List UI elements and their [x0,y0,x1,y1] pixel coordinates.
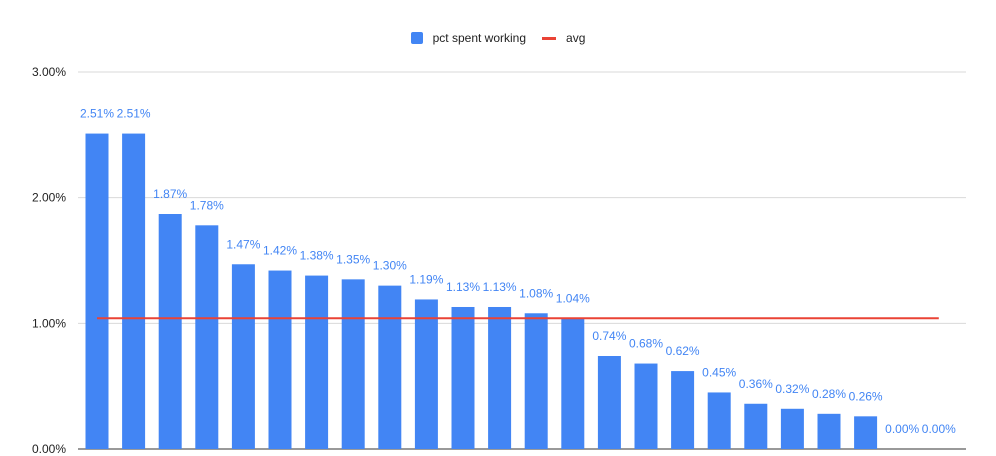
bar [488,306,512,449]
bar [305,275,329,449]
legend-item-avg[interactable]: avg [542,31,585,45]
bar [268,270,292,449]
bar [744,403,768,449]
bar-data-label: 1.38% [300,249,334,263]
bar-data-label: 1.47% [226,237,260,251]
y-tick-label: 0.00% [32,442,66,456]
bar-data-label: 2.51% [117,107,151,121]
bar-data-label: 1.30% [373,259,407,273]
bar [378,285,402,449]
bar [817,413,841,449]
legend-swatch-bars [410,32,423,44]
bar-data-label: 0.00% [922,422,956,436]
bar-data-label: 1.78% [190,198,224,212]
bar-data-label: 0.62% [666,344,700,358]
y-tick-label: 1.00% [32,316,66,330]
legend-swatch-avg [542,36,557,40]
bar-data-label: 0.74% [592,329,626,343]
bar-data-label: 0.45% [702,365,736,379]
bar-data-label: 0.00% [885,422,919,436]
bar [780,408,804,449]
bar-data-label: 1.04% [556,291,590,305]
bar-data-label: 1.19% [409,272,443,286]
y-tick-label: 2.00% [32,191,66,205]
bar-data-label: 0.28% [812,387,846,401]
bar [671,371,695,449]
bar-data-label: 0.68% [629,337,663,351]
bar [231,264,255,449]
bar [524,313,548,449]
bar-data-label: 1.08% [519,286,553,300]
bar-data-label: 1.13% [446,280,480,294]
bar-data-label: 0.26% [849,389,883,403]
bar-data-label: 2.51% [80,107,114,121]
legend-label-bars: pct spent working [432,31,527,45]
bar [341,279,365,449]
bar [707,392,731,449]
bar [158,214,182,449]
bar-data-label: 1.42% [263,244,297,258]
bar [561,318,585,449]
chart-legend: pct spent working avg [0,28,996,48]
bar [414,299,438,449]
legend-label-avg: avg [566,31,586,45]
bar-data-label: 1.13% [483,280,517,294]
bar [451,306,475,449]
bar [597,356,621,449]
bar [634,363,658,449]
bar [85,133,109,449]
bar-data-label: 0.36% [739,377,773,391]
bar-data-label: 1.87% [153,187,187,201]
bar-data-label: 1.35% [336,252,370,266]
bar-data-label: 0.32% [775,382,809,396]
bar [854,416,878,449]
legend-item-bars[interactable]: pct spent working [410,31,527,45]
bar [195,225,219,449]
y-tick-label: 3.00% [32,65,66,79]
bar [122,133,146,449]
